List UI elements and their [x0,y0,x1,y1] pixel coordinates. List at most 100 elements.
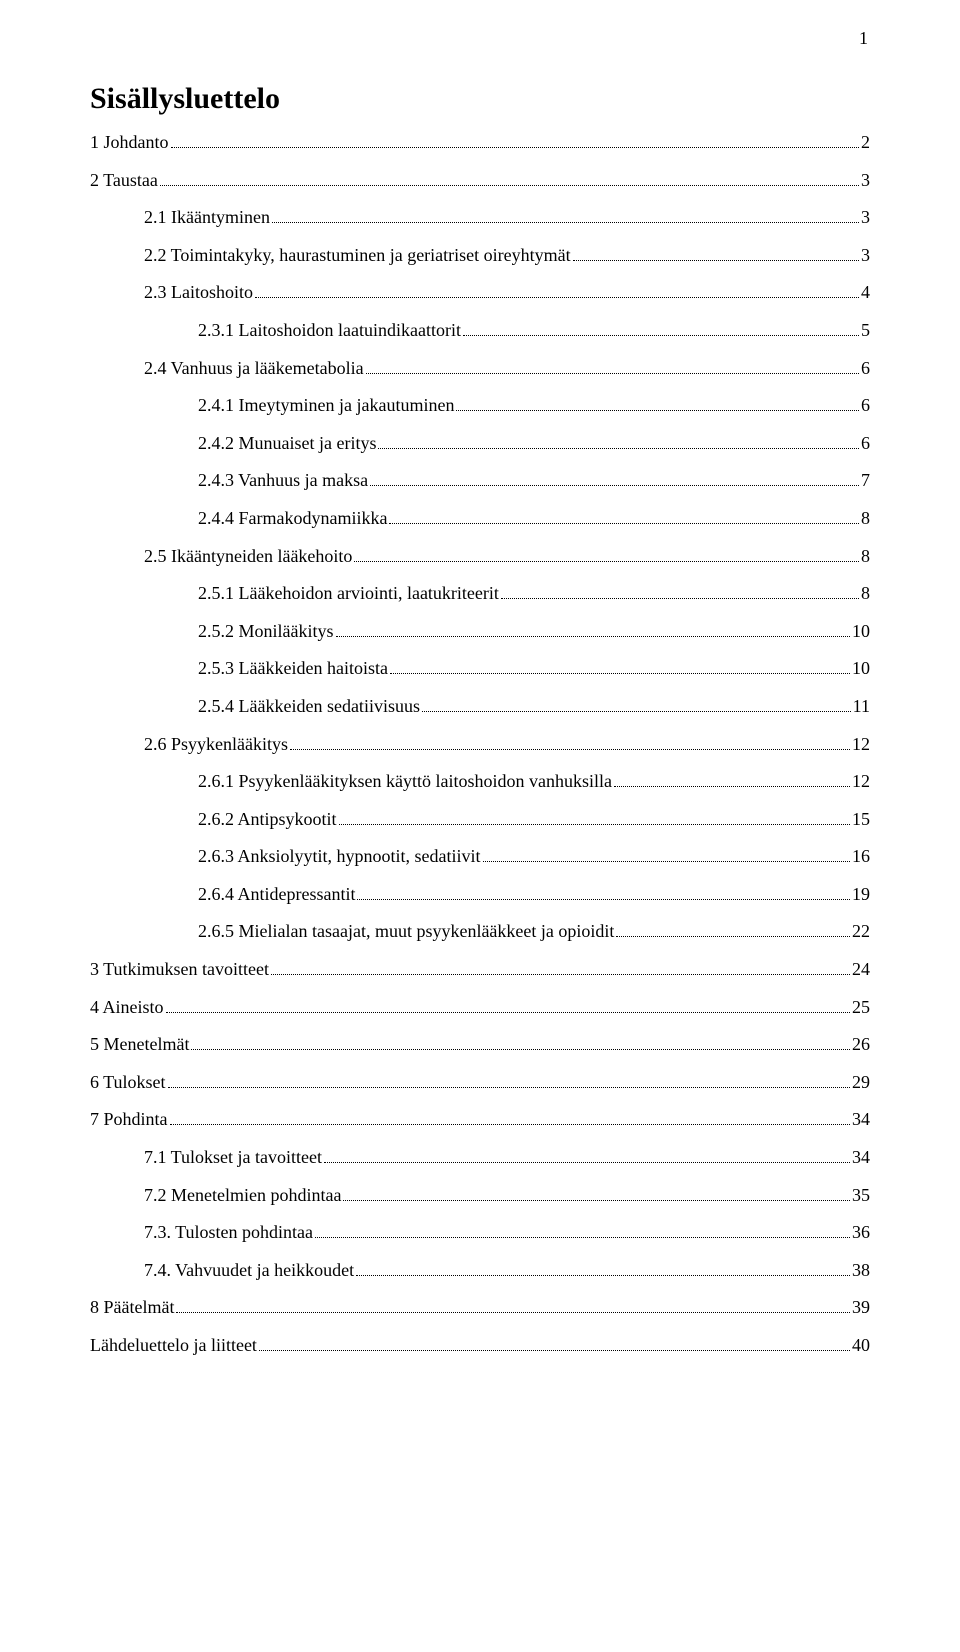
toc-leader-dots [501,598,859,599]
toc-entry-page: 2 [861,132,870,154]
toc-entry-page: 34 [852,1109,870,1131]
toc-entry-page: 3 [861,245,870,267]
toc-entry-page: 29 [852,1072,870,1094]
page-title: Sisällysluettelo [90,82,870,116]
toc-entry-label: 8 Päätelmät [90,1297,174,1319]
toc-entry-page: 10 [852,621,870,643]
toc-entry-page: 19 [852,884,870,906]
toc-row: 4 Aineisto25 [90,997,870,1019]
toc-entry-label: 2.1 Ikääntyminen [144,207,270,229]
toc-entry-page: 36 [852,1222,870,1244]
toc-entry-page: 7 [861,470,870,492]
toc-leader-dots [160,185,859,186]
toc-row: 2.5.3 Lääkkeiden haitoista10 [90,658,870,680]
toc-row: 2.4 Vanhuus ja lääkemetabolia6 [90,358,870,380]
toc-entry-page: 34 [852,1147,870,1169]
toc-leader-dots [271,974,850,975]
toc-leader-dots [378,448,859,449]
toc-leader-dots [390,673,850,674]
toc-entry-label: 7.4. Vahvuudet ja heikkoudet [144,1260,354,1282]
toc-entry-page: 16 [852,846,870,868]
toc-entry-label: 2.4.3 Vanhuus ja maksa [198,470,368,492]
toc-entry-label: 2.6.3 Anksiolyytit, hypnootit, sedatiivi… [198,846,481,868]
toc-leader-dots [315,1237,850,1238]
toc-entry-label: 2.5.1 Lääkehoidon arviointi, laatukritee… [198,583,499,605]
toc-leader-dots [168,1087,850,1088]
toc-leader-dots [255,297,859,298]
toc-leader-dots [573,260,859,261]
toc-leader-dots [389,523,859,524]
toc-entry-label: 3 Tutkimuksen tavoitteet [90,959,269,981]
toc-entry-page: 6 [861,395,870,417]
toc-entry-label: 7.1 Tulokset ja tavoitteet [144,1147,322,1169]
toc-entry-page: 38 [852,1260,870,1282]
toc-row: 6 Tulokset 29 [90,1072,870,1094]
toc-leader-dots [191,1049,850,1050]
toc-entry-label: 7.3. Tulosten pohdintaa [144,1222,313,1244]
toc-entry-page: 6 [861,358,870,380]
toc-leader-dots [170,1124,850,1125]
toc-entry-label: 2.4.2 Munuaiset ja eritys [198,433,376,455]
toc-entry-page: 35 [852,1185,870,1207]
toc-entry-page: 3 [861,170,870,192]
toc-leader-dots [463,335,859,336]
toc-row: 2.4.2 Munuaiset ja eritys 6 [90,433,870,455]
toc-entry-page: 12 [852,771,870,793]
toc-leader-dots [290,749,850,750]
toc-entry-label: 6 Tulokset [90,1072,166,1094]
toc-entry-page: 8 [861,583,870,605]
toc-leader-dots [343,1200,850,1201]
toc-row: 7.4. Vahvuudet ja heikkoudet 38 [90,1260,870,1282]
toc-row: 2.6.2 Antipsykootit 15 [90,809,870,831]
toc-entry-label: 2.6 Psyykenlääkitys [144,734,288,756]
toc-row: 2.2 Toimintakyky, haurastuminen ja geria… [90,245,870,267]
table-of-contents: 1 Johdanto 2 2 Taustaa3 2.1 Ikääntyminen 3 2.… [90,132,870,1357]
toc-entry-page: 12 [852,734,870,756]
toc-leader-dots [259,1350,850,1351]
toc-entry-label: 2.6.2 Antipsykootit [198,809,337,831]
toc-leader-dots [166,1012,850,1013]
toc-row: 2.4.4 Farmakodynamiikka8 [90,508,870,530]
toc-entry-label: 7.2 Menetelmien pohdintaa [144,1185,341,1207]
page-container: 1 Sisällysluettelo 1 Johdanto 2 2 Taustaa3… [0,0,960,1652]
toc-leader-dots [324,1162,850,1163]
toc-row: 8 Päätelmät 39 [90,1297,870,1319]
toc-row: 2.3.1 Laitoshoidon laatuindikaattorit5 [90,320,870,342]
toc-leader-dots [614,786,850,787]
toc-entry-label: 2.5 Ikääntyneiden lääkehoito [144,546,352,568]
toc-row: 2.3 Laitoshoito4 [90,282,870,304]
toc-leader-dots [336,636,851,637]
toc-row: 2.6 Psyykenlääkitys 12 [90,734,870,756]
toc-entry-page: 8 [861,508,870,530]
toc-row: 2.6.3 Anksiolyytit, hypnootit, sedatiivi… [90,846,870,868]
toc-leader-dots [366,373,859,374]
toc-leader-dots [370,485,859,486]
toc-row: 1 Johdanto 2 [90,132,870,154]
toc-entry-page: 8 [861,546,870,568]
toc-row: 2 Taustaa3 [90,170,870,192]
toc-entry-label: 5 Menetelmät [90,1034,189,1056]
toc-leader-dots [339,824,850,825]
toc-leader-dots [176,1312,850,1313]
toc-leader-dots [171,147,860,148]
toc-row: 2.4.3 Vanhuus ja maksa 7 [90,470,870,492]
toc-row: 2.6.4 Antidepressantit 19 [90,884,870,906]
toc-row: 2.5 Ikääntyneiden lääkehoito 8 [90,546,870,568]
page-number: 1 [859,28,868,49]
toc-entry-label: 2.6.4 Antidepressantit [198,884,355,906]
toc-entry-page: 15 [852,809,870,831]
toc-row: 7.3. Tulosten pohdintaa 36 [90,1222,870,1244]
toc-entry-label: 2.3.1 Laitoshoidon laatuindikaattorit [198,320,461,342]
toc-leader-dots [356,1275,850,1276]
toc-leader-dots [456,410,859,411]
toc-entry-label: 2.6.1 Psyykenlääkityksen käyttö laitosho… [198,771,612,793]
toc-entry-page: 39 [852,1297,870,1319]
toc-row: 2.6.1 Psyykenlääkityksen käyttö laitosho… [90,771,870,793]
toc-leader-dots [422,711,851,712]
toc-entry-page: 22 [852,921,870,943]
toc-entry-label: 2.2 Toimintakyky, haurastuminen ja geria… [144,245,571,267]
toc-entry-label: 1 Johdanto [90,132,169,154]
toc-leader-dots [616,936,850,937]
toc-entry-page: 6 [861,433,870,455]
toc-entry-page: 40 [852,1335,870,1357]
